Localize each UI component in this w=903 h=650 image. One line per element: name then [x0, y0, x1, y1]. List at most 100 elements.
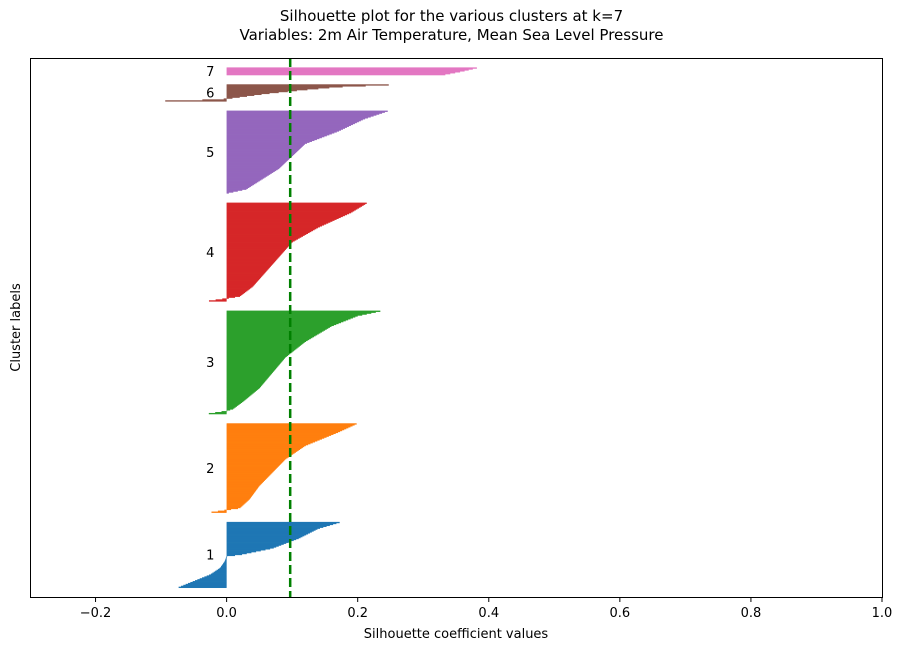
silhouette-bar [226, 261, 275, 264]
silhouette-bar [226, 376, 269, 378]
silhouette-bar [226, 117, 368, 119]
silhouette-bar [226, 270, 267, 272]
silhouette-bar [226, 496, 252, 498]
silhouette-bar [226, 238, 298, 240]
silhouette-bar [226, 331, 322, 333]
silhouette-bar [226, 205, 363, 207]
silhouette-bar [226, 491, 255, 494]
silhouette-bar [226, 294, 242, 296]
silhouette-bar [226, 346, 299, 348]
silhouette-bar [226, 526, 324, 528]
silhouette-bar [226, 372, 273, 374]
silhouette-bar [226, 135, 325, 138]
silhouette-bar [226, 204, 364, 206]
silhouette-bar [226, 116, 371, 118]
silhouette-bar [226, 553, 243, 556]
silhouette-bar [226, 225, 323, 227]
silhouette-bar [226, 182, 256, 185]
silhouette-bar [226, 409, 231, 411]
silhouette-bar [226, 321, 342, 324]
silhouette-bar [226, 499, 249, 501]
silhouette-bar [226, 349, 296, 351]
silhouette-bar [226, 347, 298, 349]
silhouette-bar [226, 474, 270, 477]
silhouette-bar [226, 234, 305, 236]
silhouette-bar [226, 534, 307, 536]
silhouette-bar [226, 442, 313, 444]
silhouette-bar [226, 177, 265, 179]
silhouette-bar [226, 220, 333, 222]
silhouette-bar [226, 129, 342, 131]
silhouette-bar [226, 388, 259, 390]
silhouette-bar [226, 210, 355, 212]
silhouette-bar [226, 489, 256, 492]
silhouette-bar [226, 175, 268, 177]
silhouette-bar [226, 359, 284, 361]
silhouette-bar [226, 289, 248, 292]
silhouette-bar [224, 561, 227, 563]
silhouette-bar [226, 357, 285, 359]
silhouette-bar [226, 310, 381, 312]
silhouette-bar [226, 396, 250, 398]
silhouette-bar [226, 373, 272, 375]
silhouette-bar [226, 111, 385, 113]
silhouette-bar [226, 68, 473, 70]
silhouette-bar [226, 523, 334, 526]
silhouette-bar [226, 458, 287, 460]
silhouette-bar [226, 462, 282, 465]
silhouette-bar [226, 549, 266, 551]
silhouette-bar [180, 585, 227, 588]
silhouette-bar [226, 492, 254, 495]
silhouette-bar [226, 88, 319, 90]
silhouette-bar [195, 580, 227, 582]
silhouette-bar [226, 276, 261, 279]
silhouette-bar [226, 465, 279, 467]
silhouette-bar [226, 546, 277, 548]
cluster-label-3: 3 [206, 356, 214, 371]
silhouette-bar [226, 142, 307, 144]
silhouette-bar [226, 189, 243, 191]
silhouette-bar [226, 248, 286, 250]
silhouette-bar [226, 121, 357, 124]
silhouette-bar [226, 208, 358, 210]
silhouette-bar [226, 446, 303, 449]
silhouette-bar [226, 235, 303, 237]
silhouette-bar [226, 114, 377, 116]
silhouette-bar [226, 183, 254, 186]
silhouette-bar [226, 236, 302, 238]
silhouette-bar [226, 313, 367, 315]
silhouette-bar [226, 295, 241, 297]
silhouette-bar [226, 219, 335, 221]
silhouette-bar [226, 317, 353, 319]
silhouette-bar [226, 134, 330, 136]
silhouette-bar [226, 479, 265, 481]
silhouette-bar [226, 156, 292, 158]
silhouette-bar [226, 254, 281, 256]
silhouette-bar [226, 180, 260, 182]
silhouette-bar [226, 555, 228, 558]
silhouette-bar [226, 268, 269, 270]
silhouette-bar [226, 366, 277, 369]
cluster-1-silhouette [178, 521, 340, 589]
silhouette-bar [226, 223, 327, 225]
x-tick-label: 0.2 [347, 606, 368, 621]
chart-subtitle-line: Variables: 2m Air Temperature, Mean Sea … [239, 26, 664, 44]
silhouette-bar [226, 360, 283, 362]
silhouette-bar [226, 533, 309, 535]
silhouette-bar [219, 567, 227, 570]
silhouette-bar [226, 541, 289, 543]
silhouette-bar [226, 437, 325, 439]
silhouette-bar [187, 582, 227, 585]
silhouette-bar [226, 229, 313, 232]
silhouette-bar [226, 473, 271, 476]
silhouette-bar [226, 481, 264, 483]
x-axis-ticks: −0.2 0.0 0.2 0.4 0.6 0.8 1.0 [80, 597, 892, 621]
cluster-4-silhouette [208, 202, 367, 302]
silhouette-bar [226, 467, 277, 469]
cluster-label-4: 4 [206, 246, 214, 261]
silhouette-bar [226, 212, 352, 214]
silhouette-bar [226, 522, 337, 525]
silhouette-bar [226, 239, 297, 241]
silhouette-bar [220, 566, 227, 569]
